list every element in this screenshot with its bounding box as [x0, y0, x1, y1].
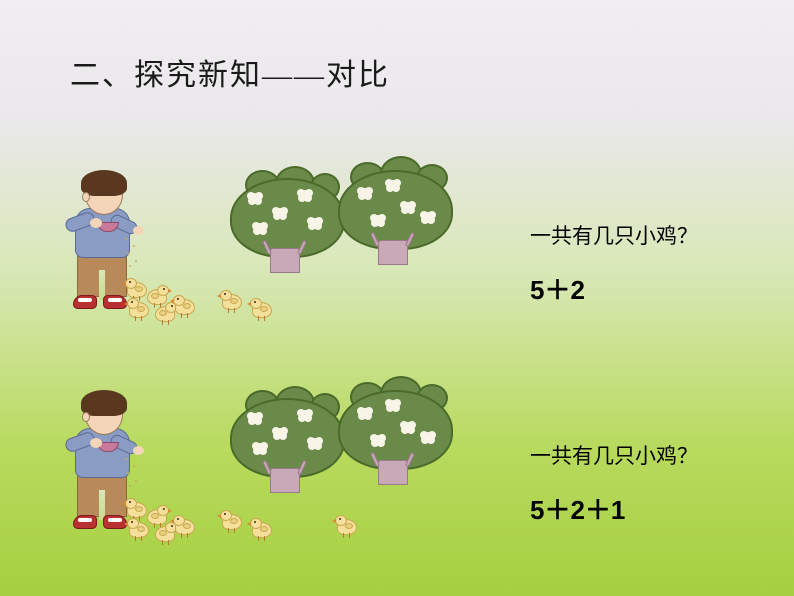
chick	[220, 510, 244, 532]
question-1: 一共有几只小鸡？	[530, 220, 698, 250]
chick	[173, 295, 197, 317]
equation-2: 5＋2＋1	[530, 490, 625, 527]
chick	[335, 515, 359, 537]
question-2: 一共有几只小鸡？	[530, 440, 698, 470]
bushes	[230, 170, 460, 285]
bush-left	[230, 178, 345, 273]
chick	[173, 515, 197, 537]
scene-top	[55, 170, 475, 330]
bush-left	[230, 398, 345, 493]
scene-bottom	[55, 390, 475, 550]
chick	[250, 298, 274, 320]
chick	[220, 290, 244, 312]
bush-right	[338, 390, 453, 485]
chick	[127, 518, 151, 540]
equation-1: 5＋2	[530, 270, 585, 307]
chick	[250, 518, 274, 540]
bushes	[230, 390, 460, 505]
bush-right	[338, 170, 453, 265]
chick	[127, 298, 151, 320]
section-title: 二、探究新知——对比	[70, 50, 390, 94]
